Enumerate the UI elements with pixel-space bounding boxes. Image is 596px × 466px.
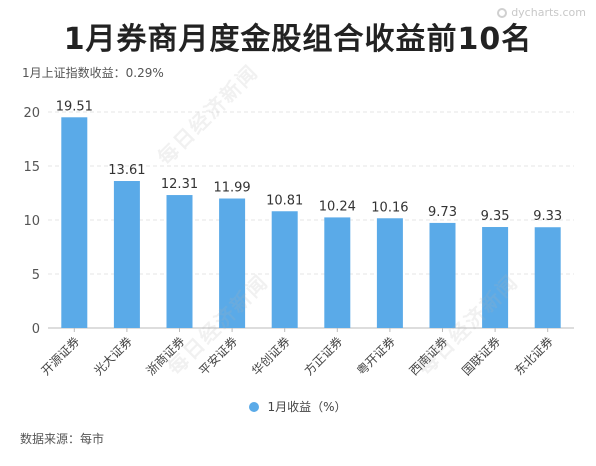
data-label: 10.81	[266, 193, 303, 208]
y-tick-label: 10	[23, 214, 40, 229]
bar	[113, 181, 140, 328]
legend-swatch	[249, 402, 260, 412]
bar	[429, 222, 456, 328]
data-label: 11.99	[213, 181, 250, 196]
chart-subtitle: 1月上证指数收益：0.29%	[22, 66, 164, 80]
bar	[376, 218, 403, 328]
data-label: 9.73	[428, 205, 457, 220]
bar	[166, 195, 193, 328]
bar	[482, 227, 509, 328]
bar	[271, 211, 298, 328]
y-tick-label: 0	[32, 322, 40, 337]
x-tick-label: 粤开证券	[353, 334, 398, 379]
legend-label: 1月收益（%）	[267, 400, 347, 414]
bar	[324, 217, 351, 328]
chart-title: 1月券商月度金股组合收益前10名	[63, 22, 533, 57]
x-tick-label: 光大证券	[90, 334, 135, 379]
x-tick-label: 华创证券	[248, 334, 293, 379]
bar	[219, 198, 246, 328]
x-tick-label: 东北证券	[511, 334, 556, 379]
bar	[61, 117, 88, 329]
data-label: 9.33	[533, 209, 562, 224]
dycharts-logo-icon	[497, 7, 508, 18]
data-label: 19.51	[56, 99, 93, 114]
data-label: 10.24	[319, 199, 356, 214]
data-label: 12.31	[161, 177, 198, 192]
brand-logo: dycharts.com	[497, 6, 586, 19]
y-tick-label: 5	[32, 268, 40, 283]
data-label: 9.35	[481, 209, 510, 224]
source-note: 数据来源：每市	[20, 432, 105, 446]
brand-text: dycharts.com	[511, 6, 586, 19]
y-tick-label: 20	[23, 106, 40, 121]
data-label: 10.16	[371, 200, 408, 215]
y-tick-label: 15	[23, 160, 40, 175]
x-tick-label: 开源证券	[38, 334, 83, 379]
x-tick-label: 方正证券	[301, 334, 346, 379]
chart-legend: 1月收益（%）	[0, 398, 596, 415]
bar	[534, 227, 561, 328]
data-label: 13.61	[108, 163, 145, 178]
